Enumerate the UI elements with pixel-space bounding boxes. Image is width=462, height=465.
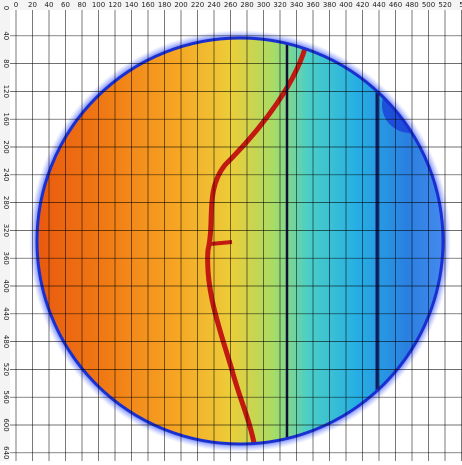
top-ruler-label: 40 — [45, 1, 54, 9]
top-ruler-label: 180 — [158, 1, 171, 9]
streak-branch — [209, 240, 233, 246]
top-ruler-label: 400 — [339, 1, 352, 9]
top-ruler — [0, 0, 462, 10]
left-ruler-label: 520 — [2, 363, 10, 376]
left-ruler-label: 560 — [2, 391, 10, 404]
top-ruler-label: 320 — [273, 1, 286, 9]
top-ruler-label: 160 — [141, 1, 154, 9]
left-ruler-label: 240 — [2, 168, 10, 181]
top-ruler-label: 460 — [389, 1, 402, 9]
wafer-edge — [35, 36, 445, 446]
left-ruler — [0, 0, 10, 461]
left-ruler-label: 0 — [2, 6, 10, 10]
left-ruler-label: 600 — [2, 418, 10, 431]
left-ruler-label: 360 — [2, 252, 10, 265]
top-ruler-label: 5 — [459, 1, 462, 9]
left-ruler-label: 80 — [2, 59, 10, 68]
top-ruler-label: 140 — [125, 1, 138, 9]
grid — [10, 7, 462, 461]
left-ruler-label: 440 — [2, 307, 10, 320]
heat-fill — [37, 38, 443, 444]
top-ruler-label: 300 — [257, 1, 270, 9]
streak — [205, 38, 311, 444]
top-ruler-label: 80 — [78, 1, 87, 9]
left-ruler-label: 400 — [2, 279, 10, 292]
top-ruler-label: 280 — [240, 1, 253, 9]
top-ruler-label: 120 — [108, 1, 121, 9]
left-ruler-label: 320 — [2, 224, 10, 237]
top-ruler-label: 500 — [422, 1, 435, 9]
top-ruler-label: 220 — [191, 1, 204, 9]
top-ruler-label: 440 — [372, 1, 385, 9]
top-ruler-label: 100 — [92, 1, 105, 9]
top-ruler-label: 240 — [207, 1, 220, 9]
left-ruler-label: 200 — [2, 140, 10, 153]
left-ruler-label: 480 — [2, 335, 10, 348]
left-ruler-label: 160 — [2, 113, 10, 126]
top-ruler-label: 0 — [14, 1, 18, 9]
left-ruler-label: 640 — [2, 446, 10, 459]
top-ruler-label: 20 — [28, 1, 37, 9]
top-ruler-label: 60 — [61, 1, 70, 9]
top-ruler-label: 420 — [356, 1, 369, 9]
top-ruler-label: 360 — [306, 1, 319, 9]
top-ruler-label: 520 — [438, 1, 451, 9]
top-ruler-label: 380 — [323, 1, 336, 9]
top-ruler-label: 480 — [405, 1, 418, 9]
top-ruler-label: 340 — [290, 1, 303, 9]
left-ruler-label: 280 — [2, 196, 10, 209]
left-ruler-label: 40 — [2, 31, 10, 40]
top-ruler-label: 200 — [174, 1, 187, 9]
left-ruler-label: 120 — [2, 85, 10, 98]
top-ruler-label: 260 — [224, 1, 237, 9]
